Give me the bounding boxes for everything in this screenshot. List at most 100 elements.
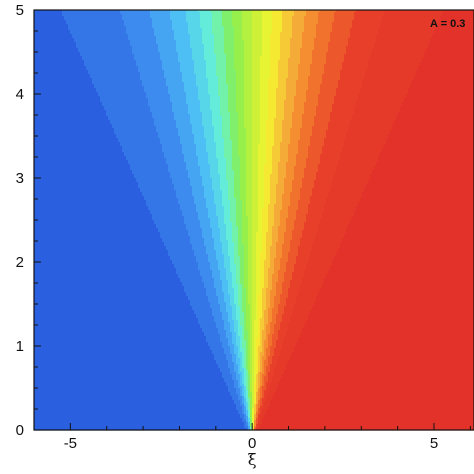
- contour-cell: [326, 274, 474, 277]
- contour-cell: [230, 202, 237, 205]
- contour-cell: [264, 274, 269, 277]
- contour-cell: [348, 226, 474, 229]
- contour-cell: [34, 302, 191, 305]
- contour-cell: [272, 30, 283, 33]
- contour-cell: [274, 324, 281, 327]
- contour-cell: [248, 356, 251, 359]
- contour-cell: [302, 122, 315, 125]
- contour-cell: [68, 26, 127, 29]
- contour-cell: [244, 80, 253, 83]
- contour-cell: [266, 338, 269, 341]
- contour-cell: [226, 72, 237, 75]
- contour-cell: [264, 404, 271, 407]
- contour-cell: [256, 234, 263, 237]
- contour-cell: [200, 110, 213, 113]
- contour-cell: [324, 280, 474, 283]
- contour-cell: [264, 198, 271, 201]
- contour-cell: [34, 310, 195, 313]
- contour-cell: [208, 208, 217, 211]
- contour-cell: [238, 124, 245, 127]
- contour-cell: [236, 200, 243, 203]
- contour-cell: [244, 264, 249, 267]
- contour-cell: [254, 404, 257, 407]
- contour-cell: [292, 114, 303, 117]
- contour-cell: [260, 264, 265, 267]
- contour-cell: [442, 12, 474, 15]
- contour-cell: [200, 172, 211, 175]
- contour-cell: [280, 300, 287, 303]
- contour-cell: [310, 70, 325, 73]
- contour-cell: [94, 86, 145, 89]
- contour-cell: [226, 78, 237, 81]
- contour-cell: [330, 112, 355, 115]
- contour-cell: [288, 290, 299, 293]
- contour-cell: [246, 356, 249, 359]
- contour-cell: [316, 36, 331, 39]
- contour-cell: [250, 418, 253, 421]
- contour-cell: [190, 42, 203, 45]
- contour-cell: [264, 352, 267, 355]
- contour-cell: [310, 202, 327, 205]
- contour-cell: [324, 68, 343, 71]
- contour-cell: [346, 48, 373, 51]
- contour-cell: [252, 398, 255, 401]
- contour-cell: [302, 34, 317, 37]
- contour-cell: [256, 424, 259, 427]
- contour-cell: [194, 254, 209, 257]
- contour-cell: [252, 104, 261, 107]
- contour-cell: [270, 328, 275, 331]
- contour-cell: [256, 280, 261, 283]
- contour-cell: [192, 128, 205, 131]
- contour-cell: [212, 234, 221, 237]
- contour-cell: [346, 46, 375, 49]
- contour-cell: [262, 238, 267, 241]
- contour-cell: [238, 234, 243, 237]
- contour-cell: [220, 228, 227, 231]
- contour-cell: [244, 60, 253, 63]
- contour-cell: [246, 182, 253, 185]
- contour-cell: [230, 326, 235, 329]
- contour-cell: [348, 40, 377, 43]
- contour-cell: [238, 244, 245, 247]
- contour-cell: [282, 208, 289, 211]
- contour-cell: [190, 240, 205, 243]
- contour-cell: [248, 240, 253, 243]
- contour-cell: [240, 382, 243, 385]
- contour-cell: [314, 120, 331, 123]
- contour-cell: [268, 276, 273, 279]
- contour-cell: [252, 152, 259, 155]
- contour-cell: [318, 102, 335, 105]
- contour-cell: [34, 272, 177, 275]
- contour-cell: [282, 318, 291, 321]
- contour-cell: [288, 60, 301, 63]
- contour-cell: [222, 130, 231, 133]
- contour-cell: [218, 296, 225, 299]
- contour-cell: [300, 188, 313, 191]
- contour-cell: [268, 80, 279, 83]
- contour-cell: [256, 274, 261, 277]
- contour-cell: [268, 378, 273, 381]
- contour-cell: [282, 344, 297, 347]
- contour-cell: [344, 142, 387, 145]
- contour-cell: [242, 200, 247, 203]
- contour-cell: [236, 198, 241, 201]
- contour-cell: [334, 100, 357, 103]
- contour-cell: [252, 344, 255, 347]
- contour-cell: [242, 378, 245, 381]
- contour-cell: [262, 234, 267, 237]
- contour-cell: [350, 120, 395, 123]
- contour-cell: [180, 136, 195, 139]
- contour-cell: [184, 86, 199, 89]
- contour-cell: [250, 420, 253, 423]
- contour-cell: [188, 108, 201, 111]
- contour-cell: [242, 36, 253, 39]
- contour-cell: [160, 52, 179, 55]
- contour-cell: [324, 72, 341, 75]
- contour-cell: [226, 232, 233, 235]
- contour-cell: [376, 36, 433, 39]
- contour-cell: [248, 222, 253, 225]
- contour-cell: [268, 84, 279, 87]
- contour-cell: [266, 398, 273, 401]
- contour-cell: [300, 284, 323, 287]
- contour-cell: [146, 202, 179, 205]
